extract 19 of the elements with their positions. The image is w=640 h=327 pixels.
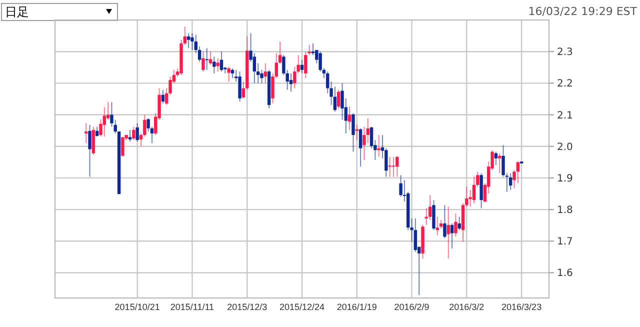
y-tick-label: 2.3 xyxy=(557,47,573,58)
y-tick-label: 1.6 xyxy=(557,268,573,280)
x-tick-label: 2015/12/3 xyxy=(227,302,268,312)
y-tick-label: 1.8 xyxy=(557,205,573,216)
x-tick-label: 2016/3/23 xyxy=(502,302,542,312)
x-tick-label: 2015/10/21 xyxy=(114,302,160,312)
x-tick-label: 2015/12/24 xyxy=(279,302,325,312)
text: 日足 xyxy=(5,5,29,19)
x-tick-label: 2016/3/2 xyxy=(449,302,484,312)
y-tick-label: 1.9 xyxy=(557,173,573,184)
text: 16/03/22 19:29 EST xyxy=(528,5,638,18)
x-tick-label: 2016/1/19 xyxy=(336,302,377,312)
x-tick-label: 2016/2/9 xyxy=(394,302,430,312)
y-tick-label: 2.0 xyxy=(557,142,573,153)
candlestick xyxy=(121,136,124,158)
y-tick-label: 2.1 xyxy=(557,110,573,122)
y-tick-label: 1.7 xyxy=(557,236,573,248)
x-tick-label: 2015/11/11 xyxy=(170,302,214,312)
y-tick-label: 2.2 xyxy=(557,78,573,90)
